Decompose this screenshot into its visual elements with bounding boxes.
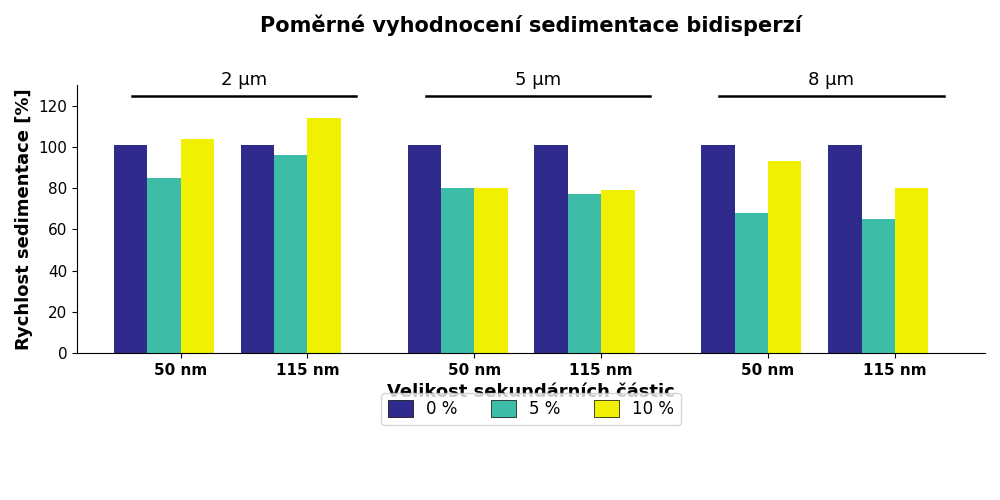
Bar [441, 188, 474, 353]
Bar [274, 156, 307, 353]
Bar [241, 145, 274, 353]
Bar [114, 145, 147, 353]
Title: Poměrné vyhodnocení sedimentace bidisperzí: Poměrné vyhodnocení sedimentace bidisper… [260, 15, 802, 36]
Bar [828, 145, 862, 353]
Legend: 0 %, 5 %, 10 %: 0 %, 5 %, 10 % [381, 394, 681, 425]
Bar [768, 162, 801, 353]
Text: 8 μm: 8 μm [808, 72, 854, 90]
Bar [181, 139, 214, 353]
Text: 2 μm: 2 μm [221, 72, 267, 90]
X-axis label: Velikost sekundárních částic: Velikost sekundárních částic [387, 383, 675, 401]
Bar [307, 118, 341, 353]
Bar [408, 145, 441, 353]
Bar [568, 194, 601, 353]
Y-axis label: Rychlost sedimentace [%]: Rychlost sedimentace [%] [15, 88, 33, 350]
Bar [735, 213, 768, 353]
Bar [895, 188, 928, 353]
Bar [534, 145, 568, 353]
Bar [862, 219, 895, 353]
Bar [701, 145, 735, 353]
Bar [601, 190, 635, 353]
Bar [147, 178, 181, 353]
Bar [474, 188, 508, 353]
Text: 5 μm: 5 μm [515, 72, 561, 90]
